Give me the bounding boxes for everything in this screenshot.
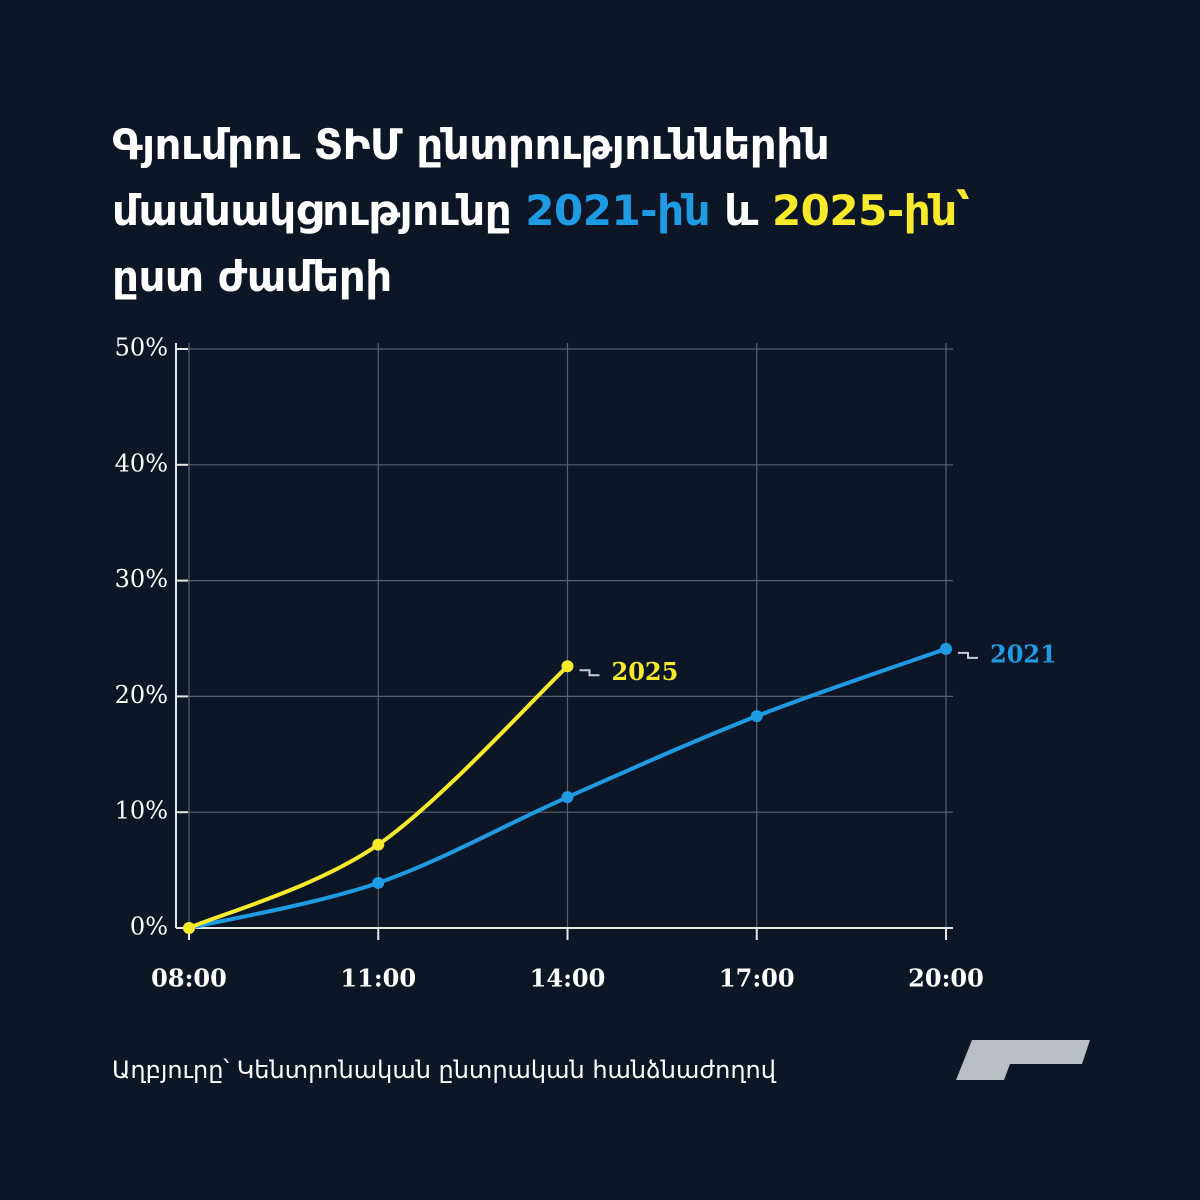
chart-title: Գյումրու ՏԻՄ ընտրություններին մասնակցութ… — [112, 112, 1072, 310]
point — [561, 791, 574, 804]
x-tick-label: 17:00 — [719, 964, 795, 993]
label-connector — [958, 651, 978, 659]
x-tick-label: 11:00 — [340, 964, 416, 993]
y-tick-label: 20% — [115, 681, 168, 709]
x-tick-label: 08:00 — [151, 964, 227, 993]
logo-text: INFOCOM — [1022, 1072, 1070, 1082]
y-tick-label: 40% — [115, 449, 168, 477]
point — [372, 876, 385, 889]
y-tick-label: 10% — [115, 797, 168, 825]
logo — [956, 1040, 1090, 1080]
point — [940, 642, 952, 655]
point — [183, 922, 195, 934]
point — [372, 838, 385, 851]
y-tick-label: 30% — [115, 565, 168, 593]
series-label: 2025 — [612, 657, 679, 686]
title-part: 2025-ին՝ — [771, 186, 970, 235]
title-part: Գյումրու ՏԻՄ ընտրություններին մասնակցութ… — [112, 120, 830, 235]
point — [750, 710, 763, 723]
title-part: և — [710, 186, 772, 235]
y-tick-label: 0% — [130, 913, 168, 941]
x-tick-label: 14:00 — [530, 964, 606, 993]
source: Աղբյուրը՝ Կենտրոնական ընտրական հանձնաժող… — [112, 1056, 776, 1084]
series-label: 2021 — [990, 639, 1057, 668]
x-tick-label: 20:00 — [908, 964, 984, 993]
title-part: 2021-ին — [525, 186, 711, 235]
title-part: ըստ ժամերի — [112, 252, 392, 301]
y-tick-label: 50% — [115, 334, 168, 362]
label-connector — [579, 669, 600, 677]
point — [561, 660, 574, 673]
